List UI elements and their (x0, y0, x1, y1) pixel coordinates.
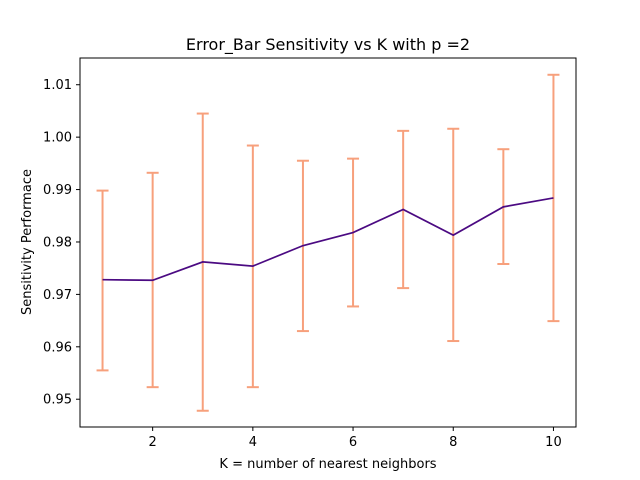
x-tick-label: 2 (149, 435, 157, 450)
y-tick-label: 0.95 (43, 393, 72, 408)
y-tick-label: 1.01 (43, 78, 72, 93)
y-tick-label: 1.00 (43, 131, 72, 146)
y-axis-label: Sensitivity Performace (20, 169, 35, 315)
error-bars (96, 73, 560, 412)
x-axis-label: K = number of nearest neighbors (219, 457, 436, 472)
series-lines (102, 197, 554, 282)
x-tick-label: 6 (349, 435, 357, 450)
x-axis-ticks: 2 4 6 8 10 (149, 427, 562, 450)
y-tick-label: 0.99 (43, 183, 72, 198)
series-line-0 (102, 197, 554, 282)
error-bar-k10 (547, 73, 560, 323)
x-tick-label: 8 (449, 435, 457, 450)
y-tick-label: 0.98 (43, 235, 72, 250)
y-tick-label: 0.96 (43, 340, 72, 355)
plot-frame (79, 57, 577, 428)
chart-title: Error_Bar Sensitivity vs K with p =2 (186, 35, 470, 55)
x-tick-label: 10 (545, 435, 562, 450)
y-axis-ticks: 0.95 0.96 0.97 0.98 0.99 1.00 1.01 (43, 78, 80, 408)
x-tick-label: 4 (249, 435, 257, 450)
y-tick-label: 0.97 (43, 288, 72, 303)
